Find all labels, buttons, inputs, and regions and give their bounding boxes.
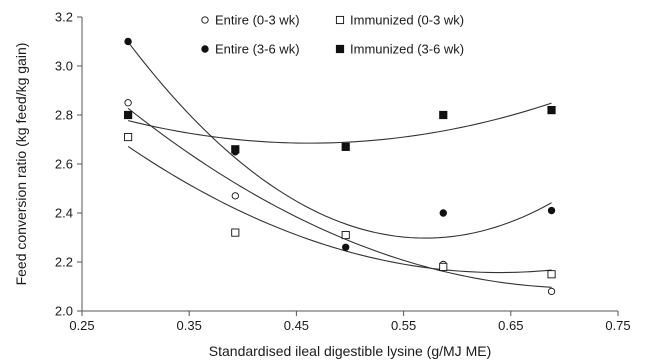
point-entire-0-3-wk	[231, 192, 239, 200]
point-immunized-3-6-wk	[439, 110, 448, 120]
legend-label: Entire (3-6 wk)	[215, 42, 300, 57]
axis-ticks: 0.25 0.35 0.45 0.55 0.65 0.75 2.0 2.2 2.4 2.6 2.8 3…	[55, 10, 631, 334]
point-immunized-0-3-wk	[124, 132, 133, 142]
point-entire-3-6-wk	[439, 209, 447, 217]
y-tick-label: 2.8	[55, 108, 73, 123]
x-axis-title: Standardised ileal digestible lysine (g/…	[209, 343, 491, 359]
point-entire-0-3-wk	[124, 99, 132, 107]
y-tick-label: 2.4	[55, 206, 73, 221]
trend-curve-immunized-3-6-wk	[127, 102, 552, 144]
trend-curves	[127, 41, 552, 288]
point-immunized-0-3-wk	[439, 262, 448, 271]
point-immunized-0-3-wk	[231, 228, 240, 237]
point-immunized-3-6-wk	[341, 142, 350, 151]
legend-marker-entire-3-6-wk	[201, 45, 209, 53]
point-immunized-3-6-wk	[123, 110, 133, 120]
legend-marker-immunized-3-6-wk	[335, 44, 345, 54]
trend-curve-entire-3-6-wk	[127, 41, 552, 239]
legend: Entire (0-3 wk) Immunized (0-3 wk) Entire …	[201, 13, 464, 57]
point-entire-3-6-wk	[124, 37, 132, 46]
legend-label: Immunized (0-3 wk)	[350, 13, 464, 28]
x-tick-label: 0.75	[605, 318, 630, 333]
x-tick-label: 0.45	[284, 318, 309, 333]
point-entire-3-6-wk	[547, 206, 556, 215]
trend-curve-immunized-0-3-wk	[127, 145, 552, 274]
point-immunized-0-3-wk	[547, 270, 556, 279]
point-entire-3-6-wk	[342, 243, 350, 252]
point-immunized-0-3-wk	[341, 230, 350, 240]
legend-label: Immunized (3-6 wk)	[350, 42, 464, 57]
point-entire-0-3-wk	[547, 287, 556, 296]
data-points	[123, 37, 556, 296]
legend-marker-immunized-0-3-wk	[335, 15, 345, 25]
x-tick-label: 0.25	[69, 318, 94, 333]
y-tick-label: 2.0	[55, 304, 73, 319]
y-tick-label: 3.0	[55, 59, 73, 74]
legend-marker-entire-0-3-wk	[201, 16, 209, 24]
x-tick-label: 0.65	[498, 318, 523, 333]
point-immunized-3-6-wk	[547, 106, 556, 115]
y-axis-title: Feed conversion ratio (kg feed/kg gain)	[13, 43, 29, 286]
trend-curve-entire-0-3-wk	[127, 107, 552, 288]
y-tick-label: 2.6	[55, 157, 73, 172]
x-tick-label: 0.55	[391, 318, 416, 333]
x-tick-label: 0.35	[177, 318, 202, 333]
y-tick-label: 3.2	[55, 10, 73, 25]
point-immunized-3-6-wk	[231, 145, 240, 154]
y-tick-label: 2.2	[55, 255, 73, 270]
legend-label: Entire (0-3 wk)	[215, 13, 300, 28]
